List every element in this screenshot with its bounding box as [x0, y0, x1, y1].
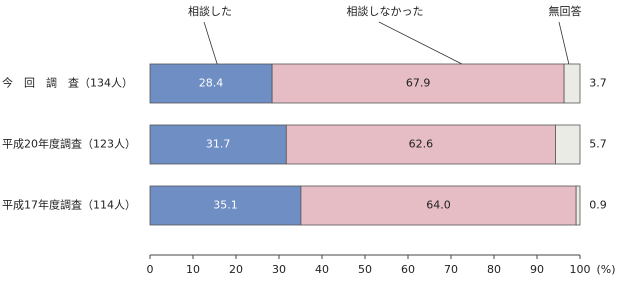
x-tick-label: 60: [401, 263, 415, 276]
x-tick-label: 100: [570, 263, 591, 276]
x-tick-label: 70: [444, 263, 458, 276]
data-label: 31.7: [206, 138, 231, 151]
data-label: 67.9: [406, 77, 431, 90]
x-tick-label: 50: [358, 263, 372, 276]
data-label: 28.4: [199, 77, 224, 90]
data-label: 35.1: [213, 199, 238, 212]
data-label: 62.6: [409, 138, 434, 151]
legend-label: 相談した: [188, 4, 232, 18]
bar-segment: [285, 124, 556, 165]
category-label: 今 回 調 査（134人）: [2, 76, 133, 90]
x-axis-label: (%): [596, 263, 615, 276]
bar-segment: [149, 124, 287, 165]
leader-line: [558, 21, 570, 65]
bar-segment: [563, 63, 581, 104]
category-label: 平成20年度調査（123人）: [2, 137, 136, 151]
legend-label: 無回答: [549, 4, 582, 18]
data-label: 0.9: [589, 199, 607, 212]
x-tick-label: 40: [315, 263, 329, 276]
leader-line: [378, 21, 463, 65]
bar-segment: [271, 63, 565, 104]
legend-label: 相談しなかった: [347, 4, 424, 18]
x-tick-label: 10: [186, 263, 200, 276]
bar-segment: [555, 124, 581, 165]
x-tick-label: 0: [147, 263, 154, 276]
x-tick-label: 80: [487, 263, 501, 276]
bar-segment: [300, 185, 577, 226]
bar-segment: [149, 185, 302, 226]
x-tick-label: 20: [229, 263, 243, 276]
x-tick-label: 90: [530, 263, 544, 276]
bar-segment: [575, 185, 581, 226]
bar-segment: [149, 63, 273, 104]
data-label: 3.7: [589, 77, 607, 90]
data-label: 5.7: [589, 138, 607, 151]
category-label: 平成17年度調査（114人）: [2, 198, 136, 212]
leader-line: [203, 21, 218, 65]
x-tick-label: 30: [272, 263, 286, 276]
data-label: 64.0: [426, 199, 451, 212]
